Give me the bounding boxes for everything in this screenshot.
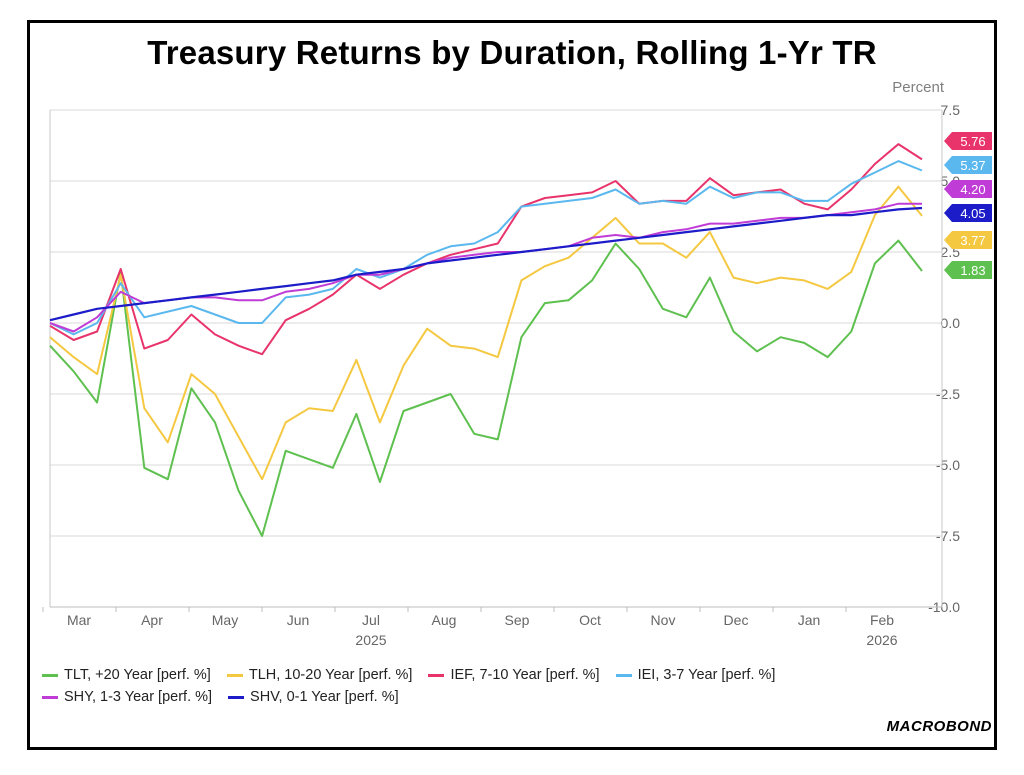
legend-swatch-tlh [226, 673, 243, 677]
end-label-tag-2 [944, 132, 992, 150]
legend: TLT, +20 Year [perf. %] TLH, 10-20 Year … [42, 664, 902, 708]
legend-row-2: SHY, 1-3 Year [perf. %] SHV, 0-1 Year [p… [42, 686, 902, 708]
end-label-text-2: 5.76 [960, 134, 985, 149]
x-tick-label-2: May [212, 612, 238, 628]
legend-label-ief: IEF, 7-10 Year [perf. %] [450, 667, 600, 683]
legend-item-tlt: TLT, +20 Year [perf. %] [42, 667, 211, 683]
unit-label: Percent [892, 79, 944, 96]
series-line-5 [49, 206, 923, 322]
legend-item-iei: IEI, 3-7 Year [perf. %] [615, 667, 776, 683]
x-tick-label-5: Aug [432, 612, 457, 628]
x-tick-label-9: Dec [724, 612, 749, 628]
x-tick-label-11: Feb [870, 612, 894, 628]
end-label-text-0: 1.83 [960, 263, 985, 278]
legend-swatch-iei [615, 673, 632, 677]
legend-swatch-ief [428, 673, 445, 677]
x-tick-label-4: Jul [362, 612, 380, 628]
end-label-text-1: 3.77 [960, 233, 985, 248]
y-tick-label-0: 7.5 [941, 102, 961, 118]
series-line-4 [49, 202, 922, 333]
legend-row-1: TLT, +20 Year [perf. %] TLH, 10-20 Year … [42, 664, 902, 686]
x-tick-label-8: Nov [651, 612, 676, 628]
legend-swatch-shv [228, 695, 245, 699]
x-year-label-1: 2026 [866, 632, 897, 648]
y-tick-label-3: 0.0 [941, 315, 961, 331]
end-label-text-5: 4.05 [960, 206, 985, 221]
legend-item-ief: IEF, 7-10 Year [perf. %] [428, 667, 600, 683]
series-line-2 [49, 143, 923, 356]
chart-title: Treasury Returns by Duration, Rolling 1-… [147, 34, 877, 71]
end-label-tag-4 [944, 180, 992, 198]
legend-item-tlh: TLH, 10-20 Year [perf. %] [226, 667, 413, 683]
legend-label-shy: SHY, 1-3 Year [perf. %] [64, 689, 213, 705]
macrobond-logo: MACROBOND [886, 718, 992, 735]
x-tick-label-1: Apr [141, 612, 163, 628]
end-label-text-3: 5.37 [960, 158, 985, 173]
y-tick-label-6: -7.5 [936, 528, 960, 544]
end-label-tag-3 [944, 156, 992, 174]
legend-item-shv: SHV, 0-1 Year [perf. %] [228, 689, 399, 705]
x-tick-label-6: Sep [505, 612, 530, 628]
legend-label-shv: SHV, 0-1 Year [perf. %] [250, 689, 399, 705]
legend-swatch-tlt [42, 673, 58, 677]
series-line-3 [49, 160, 923, 336]
series-line-1 [49, 185, 923, 481]
legend-label-tlh: TLH, 10-20 Year [perf. %] [248, 667, 413, 683]
series-line-0 [49, 239, 923, 537]
legend-label-iei: IEI, 3-7 Year [perf. %] [637, 667, 776, 683]
legend-swatch-shy [42, 695, 58, 699]
x-year-label-0: 2025 [355, 632, 386, 648]
x-tick-label-10: Jan [798, 612, 821, 628]
y-tick-label-4: -2.5 [936, 386, 960, 402]
end-label-tag-0 [944, 261, 992, 279]
legend-item-shy: SHY, 1-3 Year [perf. %] [42, 689, 212, 705]
end-label-text-4: 4.20 [960, 182, 985, 197]
y-tick-label-7: -10.0 [928, 599, 960, 615]
y-tick-label-5: -5.0 [936, 457, 960, 473]
x-tick-label-0: Mar [67, 612, 91, 628]
end-label-tag-1 [944, 231, 992, 249]
end-label-tag-5 [944, 204, 992, 222]
x-tick-label-7: Oct [579, 612, 601, 628]
legend-label-tlt: TLT, +20 Year [perf. %] [64, 667, 211, 683]
x-tick-label-3: Jun [287, 612, 310, 628]
